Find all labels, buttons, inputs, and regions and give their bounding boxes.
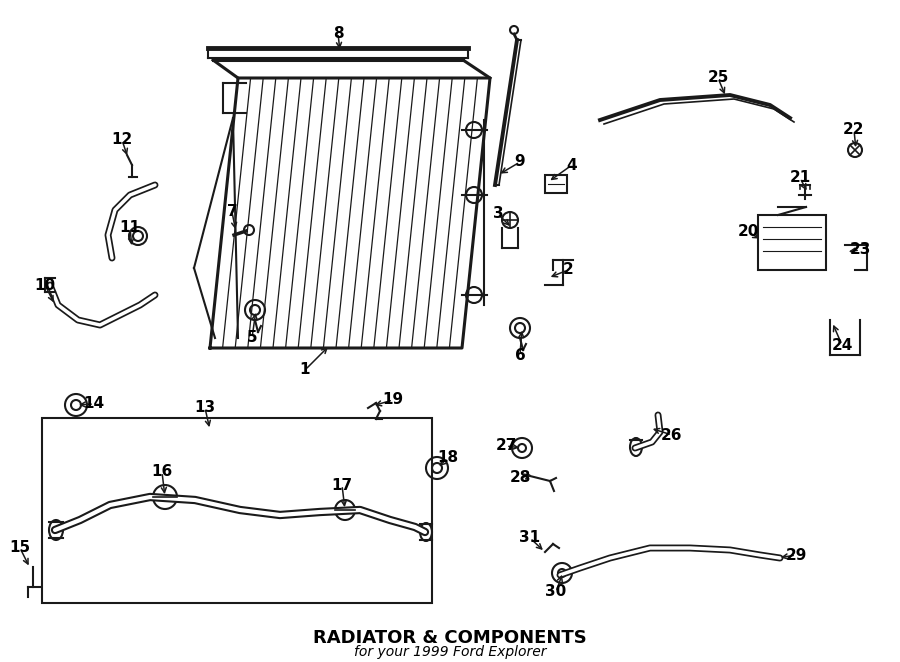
Text: 30: 30 [545,585,567,600]
Text: 15: 15 [9,540,31,555]
Text: 1: 1 [300,363,310,377]
Text: 6: 6 [515,348,526,363]
Text: 26: 26 [662,428,683,442]
Text: 10: 10 [34,277,56,293]
Text: 28: 28 [509,471,531,485]
Bar [42,418,432,603]
Text: 8: 8 [333,26,343,40]
Text: 20: 20 [737,224,759,240]
Text: 31: 31 [519,530,541,545]
Text: 22: 22 [843,122,865,138]
Text: 29: 29 [786,547,806,563]
Text: 2: 2 [562,263,573,277]
Text: 19: 19 [382,393,403,408]
Text: 13: 13 [194,401,216,416]
Text: 24: 24 [832,338,852,352]
Text: RADIATOR & COMPONENTS: RADIATOR & COMPONENTS [313,629,587,647]
Text: 7: 7 [227,205,238,220]
Text: 4: 4 [567,158,577,173]
Text: 18: 18 [437,451,459,465]
Bar [545,175,567,193]
Text: 3: 3 [492,207,503,222]
Text: 9: 9 [515,154,526,169]
Text: 21: 21 [789,171,811,185]
Text: 14: 14 [84,397,104,412]
Bar [758,215,826,270]
Text: for your 1999 Ford Explorer: for your 1999 Ford Explorer [354,645,546,659]
Text: 17: 17 [331,477,353,493]
Text: 12: 12 [112,132,132,148]
Text: 23: 23 [850,242,870,258]
Text: 11: 11 [120,220,140,236]
Text: 27: 27 [495,438,517,453]
Text: 16: 16 [151,465,173,479]
Text: 5: 5 [247,330,257,346]
Text: 25: 25 [707,70,729,85]
